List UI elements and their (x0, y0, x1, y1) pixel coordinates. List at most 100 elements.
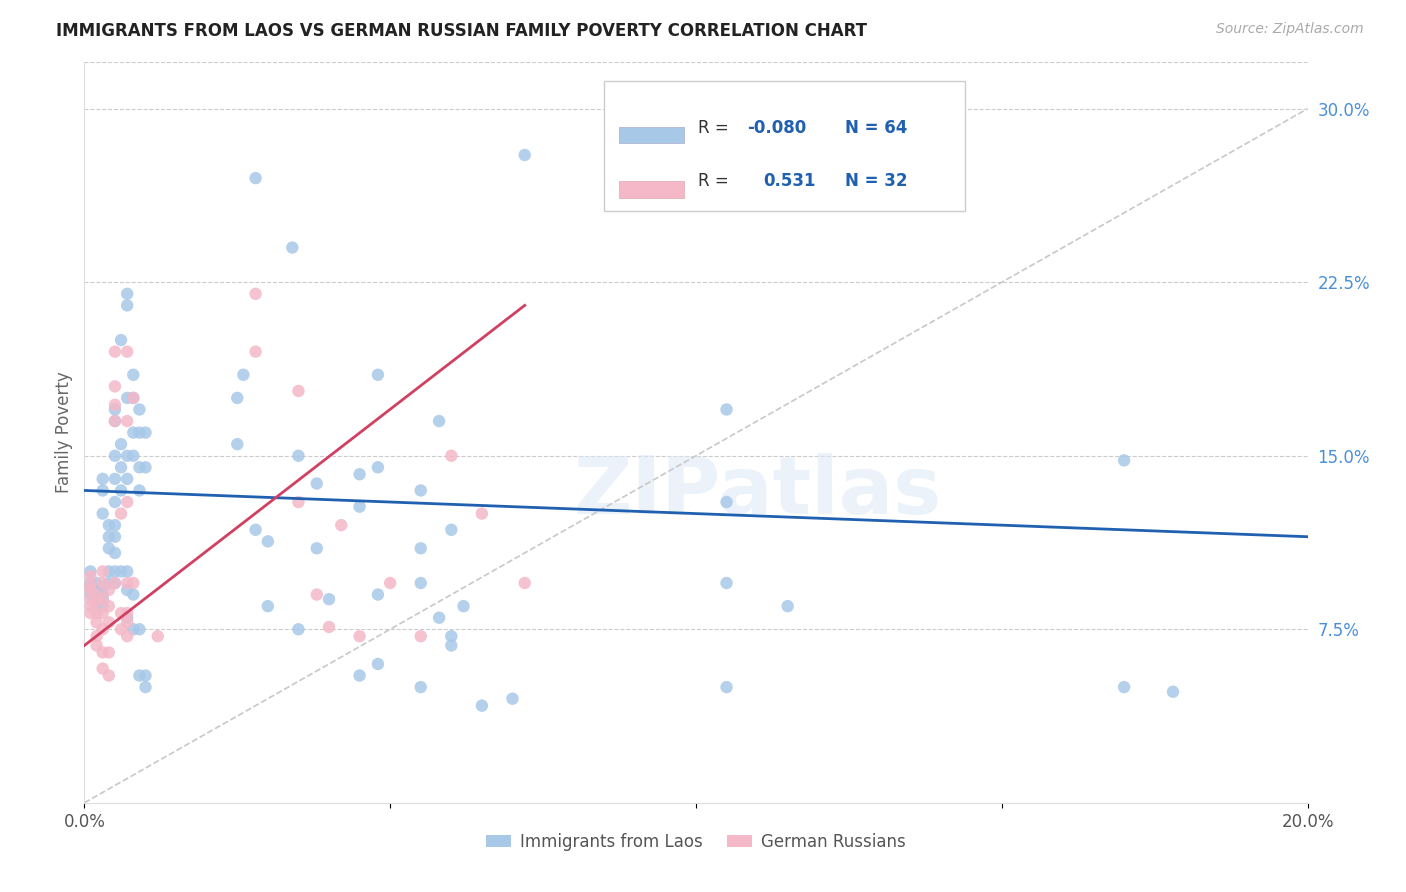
Point (427, 414, 450, 428)
Point (91, 588, 114, 602)
Point (305, 541, 328, 556)
Point (330, 518, 353, 533)
Point (110, 565, 132, 579)
Point (122, 576, 145, 591)
Point (128, 425, 150, 440)
Point (122, 368, 145, 382)
Point (97, 565, 120, 579)
Point (79, 599, 101, 614)
Point (79, 578, 101, 592)
Point (79, 606, 101, 620)
Point (287, 495, 309, 509)
Point (115, 414, 138, 428)
Point (128, 460, 150, 475)
Point (91, 622, 114, 636)
Point (318, 592, 340, 607)
Point (104, 414, 127, 428)
Point (86, 576, 108, 591)
Point (122, 425, 145, 440)
Point (104, 398, 127, 412)
Point (367, 368, 389, 382)
Point (104, 576, 127, 591)
Point (318, 620, 340, 634)
Point (128, 402, 150, 417)
Point (79, 581, 101, 595)
Point (79, 592, 101, 607)
Point (440, 523, 463, 537)
Point (110, 622, 132, 636)
Text: R =: R = (699, 172, 734, 190)
Point (115, 606, 138, 620)
Point (471, 698, 494, 713)
FancyBboxPatch shape (619, 127, 683, 143)
Point (128, 483, 150, 498)
Point (91, 592, 114, 607)
Point (115, 495, 138, 509)
Point (86, 585, 108, 599)
Point (79, 576, 101, 591)
FancyBboxPatch shape (605, 81, 965, 211)
Point (513, 576, 536, 591)
Point (91, 483, 114, 498)
Text: -0.080: -0.080 (747, 120, 807, 137)
Point (287, 622, 309, 636)
Point (1161, 685, 1184, 699)
Point (86, 639, 108, 653)
Point (146, 629, 169, 643)
Text: N = 32: N = 32 (845, 172, 908, 190)
Point (97, 530, 120, 544)
Point (440, 639, 463, 653)
Point (110, 460, 132, 475)
Point (115, 298, 138, 312)
Point (104, 495, 127, 509)
Point (245, 286, 267, 301)
Point (1114, 680, 1136, 694)
Y-axis label: Family Poverty: Family Poverty (55, 372, 73, 493)
Point (115, 610, 138, 624)
Point (86, 592, 108, 607)
Point (86, 615, 108, 630)
Point (97, 582, 120, 597)
Point (367, 657, 389, 671)
Point (104, 576, 127, 591)
Point (104, 379, 127, 393)
Point (122, 588, 145, 602)
Point (115, 344, 138, 359)
Point (79, 569, 101, 583)
Text: N = 64: N = 64 (845, 120, 907, 137)
Point (104, 530, 127, 544)
Point (104, 565, 127, 579)
Point (245, 523, 267, 537)
Point (281, 240, 304, 255)
Point (513, 148, 536, 162)
Point (349, 467, 371, 482)
Point (97, 518, 120, 533)
Point (135, 460, 157, 475)
Point (86, 599, 108, 614)
Point (97, 615, 120, 630)
Point (226, 391, 249, 405)
Point (115, 286, 138, 301)
Legend: Immigrants from Laos, German Russians: Immigrants from Laos, German Russians (479, 826, 912, 857)
Point (367, 588, 389, 602)
Point (104, 546, 127, 560)
Point (305, 476, 328, 491)
Point (440, 629, 463, 643)
Point (91, 662, 114, 676)
Point (97, 541, 120, 556)
Point (440, 449, 463, 463)
Point (115, 582, 138, 597)
Point (1114, 453, 1136, 467)
Point (409, 483, 432, 498)
Point (122, 391, 145, 405)
Point (110, 507, 132, 521)
Point (128, 668, 150, 682)
Point (502, 691, 524, 706)
Point (91, 472, 114, 486)
Text: 0.531: 0.531 (763, 172, 815, 190)
Point (776, 599, 799, 614)
Point (453, 599, 475, 614)
Point (79, 588, 101, 602)
Point (91, 645, 114, 659)
Text: ZIPatlas: ZIPatlas (574, 453, 941, 531)
